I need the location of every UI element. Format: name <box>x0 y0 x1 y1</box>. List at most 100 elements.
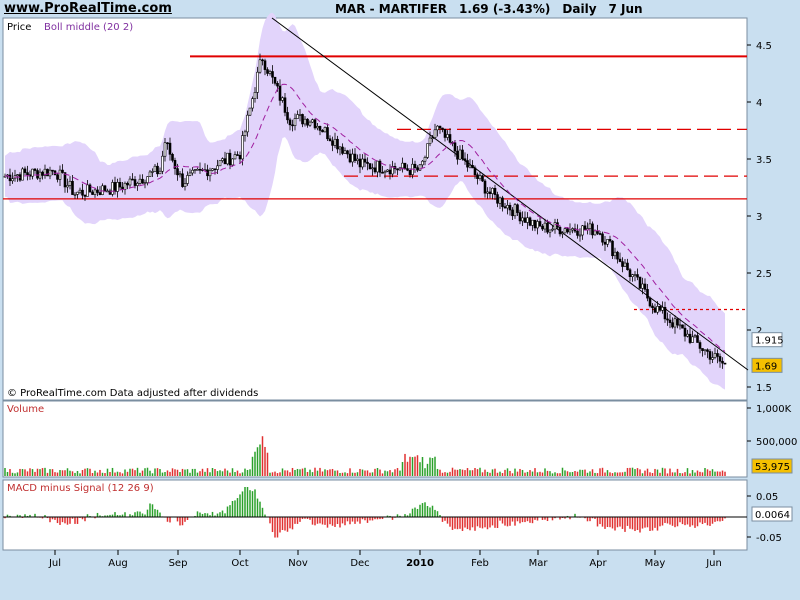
candle-body <box>588 223 592 229</box>
candle-body <box>591 223 594 236</box>
candle-body <box>348 153 352 163</box>
candle-body <box>583 225 587 231</box>
candle-body <box>331 140 334 146</box>
candle-body <box>81 189 84 196</box>
candle-body <box>141 178 144 184</box>
volume-last-value: 53,975 <box>755 462 790 473</box>
candle-body <box>271 71 274 78</box>
candle-body <box>233 154 237 160</box>
candle-body <box>416 167 419 171</box>
candle-body <box>398 167 402 171</box>
candle-body <box>213 168 217 171</box>
candle-body <box>163 142 167 157</box>
candle-body <box>513 204 517 217</box>
candle-body <box>108 190 112 195</box>
candle-body <box>703 349 707 352</box>
candle-body <box>443 129 447 138</box>
candle-body <box>216 165 219 170</box>
candle-body <box>386 169 389 172</box>
candle-body <box>653 307 657 313</box>
candle-body <box>201 169 204 171</box>
candle-body <box>353 153 357 161</box>
candle-body <box>373 167 377 173</box>
price-marker-box <box>751 332 783 348</box>
candle-body <box>471 164 474 169</box>
candle-body <box>151 171 154 173</box>
candle-body <box>683 327 687 337</box>
candle-body <box>248 107 252 116</box>
candle-body <box>673 318 677 328</box>
candle-body <box>498 197 502 204</box>
candle-body <box>53 170 57 176</box>
candle-body <box>413 163 417 169</box>
candle-body <box>113 182 117 192</box>
x-tick-label: Oct <box>231 558 248 569</box>
candle-body <box>371 167 374 170</box>
candle-body <box>638 276 642 289</box>
candle-body <box>411 163 414 175</box>
candle-body <box>91 191 94 195</box>
candle-body <box>598 233 602 235</box>
price-marker-box <box>751 357 783 373</box>
candle-body <box>61 169 64 173</box>
candle-body <box>633 274 637 276</box>
candle-body <box>616 251 619 260</box>
candle-body <box>178 173 182 176</box>
candle-body <box>708 351 712 360</box>
candle-body <box>148 171 152 177</box>
candle-body <box>261 59 264 62</box>
macd-panel <box>2 479 748 551</box>
site-link[interactable]: www.ProRealTime.com <box>4 1 172 16</box>
candle-body <box>243 131 247 136</box>
candle-body <box>143 182 147 184</box>
volume-y-tick-label: 500,000 <box>756 437 797 448</box>
candle-body <box>701 348 704 351</box>
price-y-tick-label: 2 <box>756 326 762 337</box>
candle-body <box>93 189 97 195</box>
candle-body <box>131 178 134 181</box>
candle-body <box>658 306 662 311</box>
candle-body <box>578 234 582 237</box>
candle-body <box>186 175 189 184</box>
x-tick-label: 2010 <box>406 558 434 569</box>
candle-body <box>508 204 512 211</box>
candle-body <box>333 138 337 146</box>
candle-body <box>211 168 214 171</box>
candle-body <box>206 169 209 177</box>
candle-body <box>668 319 672 323</box>
candle-body <box>273 76 277 84</box>
period: Daily <box>562 2 597 16</box>
price-marker-label: 1.69 <box>755 361 777 372</box>
candle-body <box>223 158 227 165</box>
x-tick-label: Mar <box>529 558 549 569</box>
candle-body <box>423 157 427 162</box>
candle-body <box>286 112 289 121</box>
candle-body <box>476 174 479 179</box>
candle-body <box>606 239 609 245</box>
candle-body <box>693 335 697 338</box>
candle-body <box>383 171 387 174</box>
candle-body <box>651 305 654 309</box>
candle-body <box>181 173 184 187</box>
candle-body <box>468 164 472 168</box>
candle-body <box>641 283 644 289</box>
candle-body <box>288 119 292 126</box>
candle-body <box>63 172 67 188</box>
candle-body <box>193 169 197 171</box>
candle-body <box>116 182 119 192</box>
candle-body <box>488 191 492 194</box>
candle-body <box>483 180 487 194</box>
candle-body <box>196 168 199 171</box>
candle-body <box>716 353 719 357</box>
macd-last-value: 0.0064 <box>755 510 790 521</box>
candle-body <box>303 118 307 125</box>
candle-body <box>611 240 614 257</box>
candle-body <box>723 362 727 365</box>
candle-body <box>318 125 322 131</box>
date: 7 Jun <box>608 2 643 16</box>
candle-body <box>511 209 514 217</box>
candle-body <box>158 170 162 175</box>
candle-body <box>263 60 267 70</box>
x-tick-label: Sep <box>169 558 188 569</box>
candle-body <box>86 184 89 197</box>
